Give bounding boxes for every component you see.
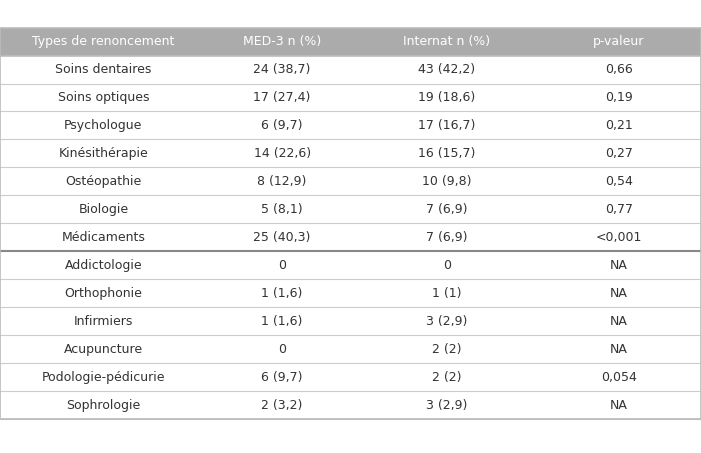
Bar bbox=[0, 168, 701, 195]
Text: Infirmiers: Infirmiers bbox=[74, 315, 133, 328]
Bar bbox=[0, 140, 701, 168]
Text: 2 (3,2): 2 (3,2) bbox=[261, 399, 303, 412]
Text: 0,19: 0,19 bbox=[605, 91, 632, 104]
Text: Sophrologie: Sophrologie bbox=[67, 399, 140, 412]
Bar bbox=[0, 363, 701, 391]
Bar bbox=[0, 251, 701, 280]
Text: p-valeur: p-valeur bbox=[593, 35, 644, 48]
Bar bbox=[0, 308, 701, 335]
Text: NA: NA bbox=[610, 259, 627, 272]
Text: Psychologue: Psychologue bbox=[64, 119, 142, 132]
Bar bbox=[0, 56, 701, 83]
Text: NA: NA bbox=[610, 287, 627, 300]
Text: Ostéopathie: Ostéopathie bbox=[65, 175, 142, 188]
Bar bbox=[0, 83, 701, 111]
Text: 43 (42,2): 43 (42,2) bbox=[418, 63, 475, 76]
Text: <0,001: <0,001 bbox=[595, 231, 642, 244]
Text: 16 (15,7): 16 (15,7) bbox=[418, 147, 475, 160]
Text: 0,66: 0,66 bbox=[605, 63, 632, 76]
Text: 7 (6,9): 7 (6,9) bbox=[426, 231, 468, 244]
Text: MED-3 n (%): MED-3 n (%) bbox=[243, 35, 321, 48]
Text: Internat n (%): Internat n (%) bbox=[403, 35, 491, 48]
Text: 0,54: 0,54 bbox=[605, 175, 632, 188]
Text: 1 (1): 1 (1) bbox=[432, 287, 462, 300]
Text: 10 (9,8): 10 (9,8) bbox=[422, 175, 472, 188]
Text: 0: 0 bbox=[278, 343, 286, 356]
Text: 17 (16,7): 17 (16,7) bbox=[418, 119, 475, 132]
Text: Podologie-pédicurie: Podologie-pédicurie bbox=[41, 371, 165, 384]
Bar bbox=[0, 195, 701, 223]
Text: Soins optiques: Soins optiques bbox=[57, 91, 149, 104]
Text: Orthophonie: Orthophonie bbox=[64, 287, 142, 300]
Text: Types de renoncement: Types de renoncement bbox=[32, 35, 175, 48]
Text: Acupuncture: Acupuncture bbox=[64, 343, 143, 356]
Bar bbox=[0, 111, 701, 140]
Text: NA: NA bbox=[610, 343, 627, 356]
Text: 0,77: 0,77 bbox=[605, 203, 632, 216]
Text: 6 (9,7): 6 (9,7) bbox=[261, 119, 303, 132]
Text: 2 (2): 2 (2) bbox=[432, 371, 462, 384]
Bar bbox=[0, 335, 701, 363]
Text: 0,21: 0,21 bbox=[605, 119, 632, 132]
Text: 0,27: 0,27 bbox=[605, 147, 632, 160]
Text: Addictologie: Addictologie bbox=[64, 259, 142, 272]
Text: Médicaments: Médicaments bbox=[62, 231, 145, 244]
Text: 7 (6,9): 7 (6,9) bbox=[426, 203, 468, 216]
Text: 1 (1,6): 1 (1,6) bbox=[261, 287, 303, 300]
Text: Soins dentaires: Soins dentaires bbox=[55, 63, 151, 76]
Text: 17 (27,4): 17 (27,4) bbox=[254, 91, 311, 104]
Text: 3 (2,9): 3 (2,9) bbox=[426, 399, 468, 412]
Text: 8 (12,9): 8 (12,9) bbox=[257, 175, 307, 188]
Text: 25 (40,3): 25 (40,3) bbox=[254, 231, 311, 244]
Bar bbox=[0, 391, 701, 419]
Text: 1 (1,6): 1 (1,6) bbox=[261, 315, 303, 328]
Text: NA: NA bbox=[610, 399, 627, 412]
Text: NA: NA bbox=[610, 315, 627, 328]
Text: 0,054: 0,054 bbox=[601, 371, 637, 384]
Text: 19 (18,6): 19 (18,6) bbox=[418, 91, 475, 104]
Text: 14 (22,6): 14 (22,6) bbox=[254, 147, 311, 160]
Text: 0: 0 bbox=[443, 259, 451, 272]
Bar bbox=[0, 28, 701, 56]
Bar bbox=[0, 223, 701, 251]
Text: 2 (2): 2 (2) bbox=[432, 343, 462, 356]
Text: Kinésithérapie: Kinésithérapie bbox=[58, 147, 149, 160]
Text: 24 (38,7): 24 (38,7) bbox=[254, 63, 311, 76]
Text: 6 (9,7): 6 (9,7) bbox=[261, 371, 303, 384]
Text: 5 (8,1): 5 (8,1) bbox=[261, 203, 303, 216]
Bar bbox=[0, 280, 701, 308]
Text: Biologie: Biologie bbox=[79, 203, 128, 216]
Text: 0: 0 bbox=[278, 259, 286, 272]
Text: 3 (2,9): 3 (2,9) bbox=[426, 315, 468, 328]
